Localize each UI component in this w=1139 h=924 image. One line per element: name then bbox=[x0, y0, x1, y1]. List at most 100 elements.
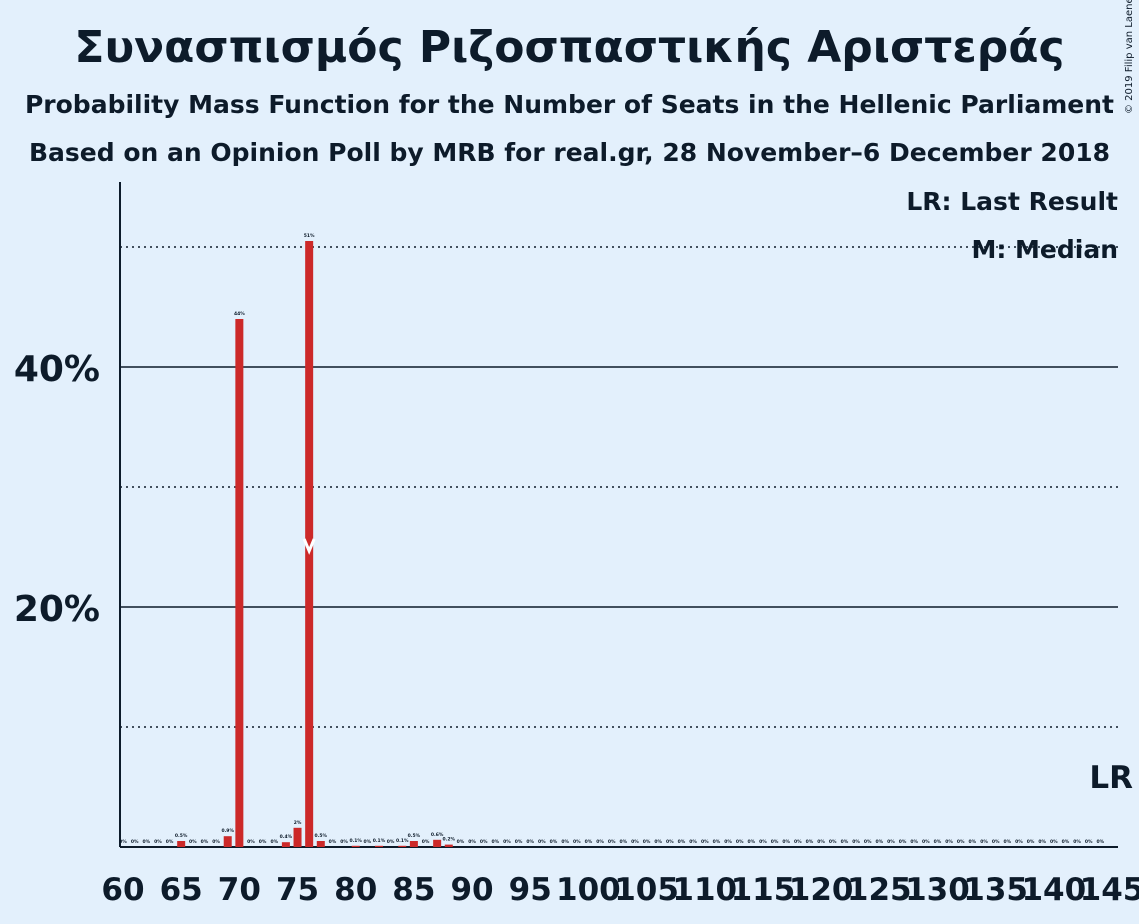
bar-data-label: 0% bbox=[841, 839, 849, 845]
legend-last-result: LR: Last Result bbox=[906, 187, 1118, 216]
bar-data-label: 0% bbox=[329, 839, 337, 845]
bar-data-label: 0% bbox=[480, 839, 488, 845]
bar-data-label: 0% bbox=[631, 839, 639, 845]
x-tick-label: 85 bbox=[392, 872, 435, 908]
last-result-marker: LR bbox=[1089, 760, 1133, 796]
x-tick-label: 70 bbox=[218, 872, 261, 908]
bar-data-label: 0% bbox=[724, 839, 732, 845]
bar-data-label: 0% bbox=[794, 839, 802, 845]
bar-data-label: 0% bbox=[864, 839, 872, 845]
bar bbox=[305, 241, 314, 847]
bar bbox=[293, 827, 302, 847]
bar-data-label: 0% bbox=[1027, 839, 1035, 845]
bar-data-label: 0% bbox=[782, 839, 790, 845]
bar-data-label: 0% bbox=[212, 839, 220, 845]
bar-data-label: 0% bbox=[817, 839, 825, 845]
bar-data-label: 0% bbox=[806, 839, 814, 845]
bar-data-label: 0% bbox=[678, 839, 686, 845]
bar-data-label: 0% bbox=[992, 839, 1000, 845]
bar-data-label: 0.1% bbox=[396, 838, 409, 844]
bar-data-label: 0% bbox=[945, 839, 953, 845]
bar-data-label: 0% bbox=[1073, 839, 1081, 845]
bar-data-label: 0% bbox=[910, 839, 918, 845]
bar-data-label: 0% bbox=[457, 839, 465, 845]
bar-data-label: 0% bbox=[957, 839, 965, 845]
legend-median: M: Median bbox=[971, 235, 1118, 264]
bar-data-label: 0.1% bbox=[349, 838, 362, 844]
bar-data-label: 0% bbox=[119, 839, 127, 845]
bar bbox=[351, 845, 360, 847]
bar-data-label: 0% bbox=[1097, 839, 1105, 845]
bar-data-label: 0% bbox=[422, 839, 430, 845]
bar-data-label: 0% bbox=[550, 839, 558, 845]
x-tick-label: 60 bbox=[101, 872, 144, 908]
bar-data-label: 0% bbox=[969, 839, 977, 845]
bar-data-label: 0% bbox=[247, 839, 255, 845]
bar-data-label: 0% bbox=[573, 839, 581, 845]
bar-data-label: 0% bbox=[154, 839, 162, 845]
bar-data-label: 0% bbox=[887, 839, 895, 845]
bar-data-label: 0% bbox=[829, 839, 837, 845]
x-tick-label: 90 bbox=[450, 872, 493, 908]
bar-data-label: 0% bbox=[934, 839, 942, 845]
bar-data-label: 0% bbox=[596, 839, 604, 845]
bar-data-label: 0% bbox=[526, 839, 534, 845]
bar bbox=[177, 841, 186, 847]
bar-data-label: 0% bbox=[142, 839, 150, 845]
bar-data-label: 44% bbox=[234, 311, 245, 317]
bar-data-label: 0% bbox=[1003, 839, 1011, 845]
bar-data-label: 0.6% bbox=[431, 832, 444, 838]
bar-data-label: 0% bbox=[899, 839, 907, 845]
bar-data-label: 0% bbox=[771, 839, 779, 845]
bar bbox=[235, 319, 244, 847]
bar-data-label: 0% bbox=[759, 839, 767, 845]
x-tick-label: 140 bbox=[1021, 872, 1086, 908]
x-tick-label: 75 bbox=[276, 872, 319, 908]
bar-data-label: 0% bbox=[364, 839, 372, 845]
bar-data-label: 0% bbox=[387, 839, 395, 845]
bar-data-label: 0.5% bbox=[408, 833, 421, 839]
bar-data-label: 0% bbox=[736, 839, 744, 845]
chart-subtitle: Probability Mass Function for the Number… bbox=[24, 90, 1115, 119]
bar-data-label: 0% bbox=[166, 839, 174, 845]
x-tick-label: 110 bbox=[672, 872, 737, 908]
bar-data-label: 0% bbox=[713, 839, 721, 845]
x-tick-label: 125 bbox=[847, 872, 912, 908]
bar-data-label: 0% bbox=[189, 839, 197, 845]
bar-data-label: 0% bbox=[747, 839, 755, 845]
x-tick-label: 95 bbox=[509, 872, 552, 908]
y-tick-label: 40% bbox=[14, 349, 100, 390]
x-tick-label: 135 bbox=[963, 872, 1028, 908]
bar-data-label: 0% bbox=[980, 839, 988, 845]
x-tick-label: 115 bbox=[731, 872, 796, 908]
bar-data-label: 0% bbox=[515, 839, 523, 845]
bar bbox=[444, 844, 453, 847]
bar bbox=[316, 841, 325, 847]
x-tick-label: 80 bbox=[334, 872, 377, 908]
x-tick-label: 130 bbox=[905, 872, 970, 908]
bar-data-label: 0% bbox=[131, 839, 139, 845]
bar-data-label: 0% bbox=[1038, 839, 1046, 845]
bar bbox=[223, 836, 232, 847]
x-tick-label: 105 bbox=[614, 872, 679, 908]
bar-data-label: 0% bbox=[875, 839, 883, 845]
bar-data-label: 0% bbox=[270, 839, 278, 845]
bar-data-label: 0.5% bbox=[315, 833, 328, 839]
bar-data-label: 0% bbox=[1050, 839, 1058, 845]
bar-data-label: 0% bbox=[492, 839, 500, 845]
bar bbox=[281, 842, 290, 847]
bar-data-label: 0.1% bbox=[373, 838, 386, 844]
bar-data-label: 0% bbox=[701, 839, 709, 845]
bar-data-label: 0% bbox=[259, 839, 267, 845]
bar bbox=[433, 839, 442, 847]
bar-data-label: 0% bbox=[922, 839, 930, 845]
x-tick-label: 145 bbox=[1080, 872, 1139, 908]
chart-title: Συνασπισμός Ριζοσπαστικής Αριστεράς bbox=[74, 22, 1065, 73]
bar-data-label: 2% bbox=[294, 820, 302, 826]
bar bbox=[374, 845, 383, 847]
bar-data-label: 0% bbox=[1062, 839, 1070, 845]
bar bbox=[409, 841, 418, 847]
bar-data-label: 0% bbox=[585, 839, 593, 845]
bar-data-label: 0.2% bbox=[443, 837, 456, 843]
